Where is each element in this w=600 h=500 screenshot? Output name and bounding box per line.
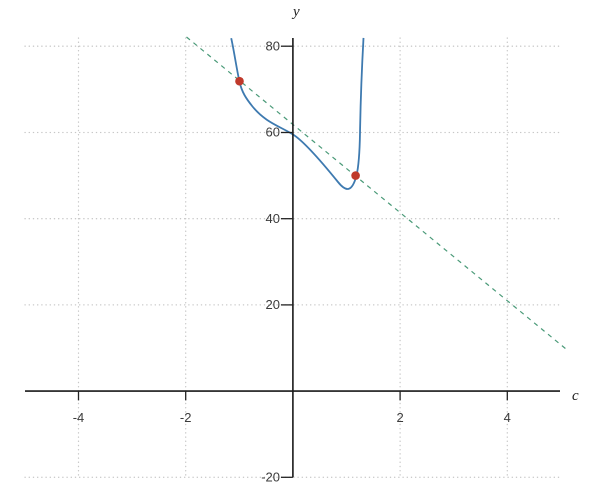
svg-text:60: 60 — [266, 125, 280, 140]
svg-text:80: 80 — [266, 39, 280, 54]
svg-text:-20: -20 — [261, 470, 280, 485]
svg-text:-4: -4 — [73, 410, 85, 425]
svg-text:-2: -2 — [180, 410, 192, 425]
svg-text:20: 20 — [266, 297, 280, 312]
svg-text:c: c — [572, 388, 579, 404]
svg-text:40: 40 — [266, 211, 280, 226]
svg-text:y: y — [291, 4, 300, 20]
svg-text:4: 4 — [504, 410, 511, 425]
svg-text:2: 2 — [396, 410, 403, 425]
